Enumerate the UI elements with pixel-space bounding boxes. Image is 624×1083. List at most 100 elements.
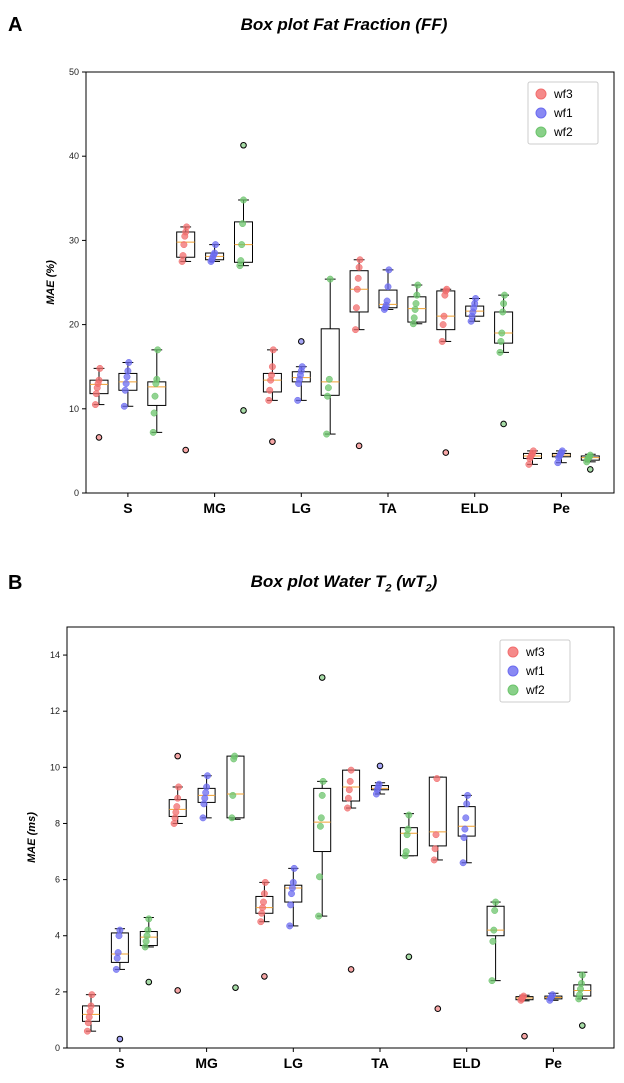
data-point [315,912,323,920]
data-point [201,794,209,802]
data-point [151,392,159,400]
data-point [352,326,359,334]
data-point [411,305,419,313]
data-point [112,965,120,973]
legend: wf3 wf1 wf2 [527,81,599,145]
panel-b-title-sub2: 2 [425,582,432,595]
data-point [577,979,585,987]
data-point [383,297,391,305]
data-point [346,777,354,785]
category-label: S [115,1055,124,1071]
data-point [410,314,418,322]
fat-fraction-box-plot: 0 10 20 30 40 50 MAE (%) S MG LG TA ELD Pe wf3 wf1 wf2 [45,67,615,516]
category-label: ELD [461,500,489,516]
box-wf3-TA [349,256,369,450]
data-point [199,814,207,822]
data-point [145,915,153,923]
data-point [414,281,422,289]
box-wf1-Pe [551,447,571,467]
outlier-point [116,1035,124,1043]
box-wf3-MG [176,223,196,454]
category-label: LG [284,1055,304,1071]
box-wf1-LG [291,338,311,404]
data-point [269,346,277,354]
box-wf2-TA [399,811,418,961]
outlier-point [269,438,276,445]
data-point [324,384,332,392]
data-point [229,791,237,799]
y-tick-label: 4 [55,931,60,941]
panel-b-title-end: ) [431,572,438,591]
data-point [356,256,364,264]
outlier-point [355,442,363,450]
data-point [88,991,96,999]
data-point [84,1019,92,1027]
legend: wf3 wf1 wf2 [499,639,571,703]
data-point [402,848,410,855]
data-point [438,337,446,345]
data-point [319,777,327,785]
y-tick-label: 40 [69,151,79,161]
box-wf1-ELD [457,791,476,867]
y-tick-label: 10 [50,762,60,772]
data-point [125,359,133,366]
box-wf3-S [89,364,109,441]
data-point [409,320,417,328]
data-point [344,804,351,812]
box-wf3-TA [342,766,361,973]
data-point [173,803,181,811]
data-point [86,1008,94,1015]
data-point [404,825,412,833]
outlier-point [232,984,239,991]
data-point [260,898,267,906]
outlier-point [318,674,326,681]
data-point [558,447,566,455]
data-point [257,918,265,926]
data-point [149,428,157,436]
data-point [501,291,508,299]
data-point [258,909,266,917]
y-tick-label: 6 [55,875,60,885]
legend-marker-wf2 [507,684,519,696]
data-point [171,814,179,822]
outlier-point [174,987,181,994]
legend-label-wf3: wf3 [525,645,545,659]
data-point [211,249,219,257]
data-point [491,907,499,914]
data-point [440,312,448,320]
category-label: Pe [545,1055,562,1071]
legend-marker-wf2 [535,126,547,138]
data-point [405,811,413,819]
data-point [347,766,355,774]
y-tick-label: 14 [50,650,60,660]
data-point [266,386,274,394]
panel-a-letter: A [8,14,23,36]
box-wf1-S [110,926,129,1043]
data-point [92,390,100,398]
data-point [170,820,178,827]
data-point [464,791,472,799]
outlier-point [376,762,384,770]
data-point [203,783,211,791]
data-point [239,220,247,228]
data-point [412,300,420,307]
panel-b-title-sub1: 2 [385,582,392,595]
data-point [116,926,124,934]
data-point [549,991,556,999]
box-wf2-MG [226,752,245,991]
data-point [497,337,505,345]
box-wf2-S [147,346,167,436]
data-point [231,752,239,760]
data-point [141,943,149,951]
panel-b-title-main: Box plot Water T [250,572,386,591]
data-point [91,401,99,409]
data-point [122,380,130,387]
legend-label-wf1: wf1 [525,664,545,678]
category-label: TA [371,1055,389,1071]
data-point [180,241,188,249]
data-point [268,371,275,379]
outlier-point [95,434,103,441]
category-label: S [123,500,132,516]
data-point [324,392,331,400]
outlier-point [579,1022,586,1029]
